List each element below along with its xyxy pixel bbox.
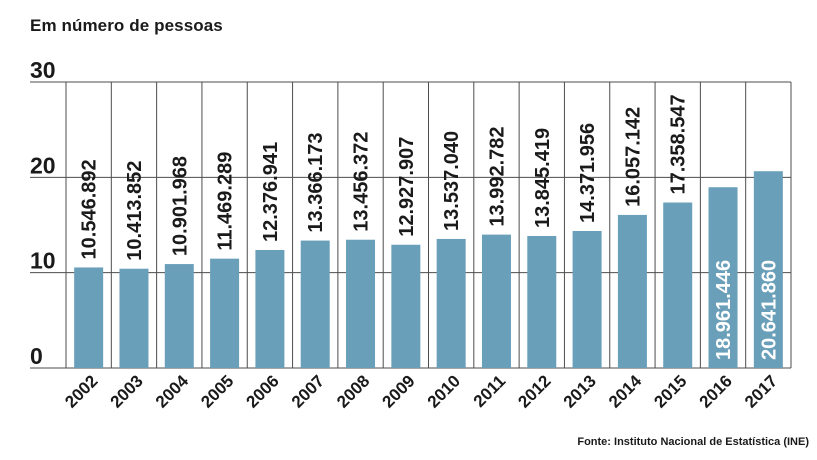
bar: [210, 258, 240, 368]
x-tick-label: 2011: [470, 371, 510, 411]
y-tick-label: 30: [30, 57, 56, 83]
grid-layer: [30, 81, 792, 369]
bar: [346, 239, 376, 368]
x-tick-label: 2007: [288, 371, 328, 411]
bar: [391, 244, 421, 368]
chart-subtitle: Em número de pessoas: [30, 16, 223, 35]
data-label: 11.469.289: [215, 152, 237, 251]
x-tick-label: 2016: [696, 371, 736, 411]
x-tick-label: 2014: [605, 371, 646, 412]
bars-layer: [74, 171, 783, 368]
bar: [164, 264, 194, 368]
bar: [119, 268, 149, 368]
x-tick-label: 2015: [650, 371, 690, 411]
bar: [617, 214, 647, 368]
y-tick-label: 20: [30, 152, 56, 178]
x-tick-label: 2006: [243, 371, 283, 411]
bar: [255, 250, 285, 368]
data-labels: 10.546.892 10.413.852 10.901.968 11.469.289…: [79, 94, 781, 360]
data-label: 17.358.547: [668, 94, 690, 194]
data-label: 13.537.040: [441, 131, 463, 231]
y-axis-labels: 0 10 20 30: [30, 57, 56, 369]
x-tick-label: 2013: [560, 371, 600, 411]
bar: [436, 238, 466, 368]
data-label: 13.456.372: [351, 132, 373, 232]
data-label: 13.992.782: [486, 126, 508, 226]
x-tick-label: 2002: [61, 371, 101, 411]
source-note: Fonte: Instituto Nacional de Estatística…: [577, 436, 809, 448]
x-tick-label: 2008: [333, 371, 373, 411]
data-label: 10.413.852: [124, 161, 146, 261]
y-tick-label: 10: [30, 248, 56, 274]
data-label: 12.927.907: [396, 137, 418, 237]
bar: [481, 234, 511, 368]
x-tick-label: 2010: [424, 371, 464, 411]
x-tick-label: 2004: [152, 371, 193, 412]
data-label: 18.961.446: [713, 260, 735, 360]
data-label: 13.366.173: [305, 132, 327, 232]
x-tick-label: 2005: [197, 371, 237, 411]
bar: [572, 230, 602, 368]
x-tick-label: 2009: [378, 371, 418, 411]
bar: [74, 267, 104, 368]
x-tick-label: 2017: [741, 371, 781, 411]
y-tick-label: 0: [30, 343, 43, 369]
data-label: 13.845.419: [532, 128, 554, 228]
bar: [708, 187, 738, 368]
data-label: 10.901.968: [169, 156, 191, 256]
x-axis-labels: 2002 2003 2004 2005 2006 2007 2008 2009 2010 2011…: [61, 371, 781, 412]
data-label: 16.057.142: [622, 107, 644, 207]
data-label: 14.371.956: [577, 123, 599, 223]
bar: [753, 171, 783, 368]
data-label: 10.546.892: [79, 159, 101, 259]
bar: [663, 202, 693, 368]
bar: [300, 240, 330, 368]
x-tick-label: 2012: [514, 371, 554, 411]
x-tick-label: 2003: [107, 371, 147, 411]
data-label: 12.376.941: [260, 142, 282, 242]
data-label: 20.641.860: [758, 260, 780, 360]
bar: [527, 236, 557, 368]
